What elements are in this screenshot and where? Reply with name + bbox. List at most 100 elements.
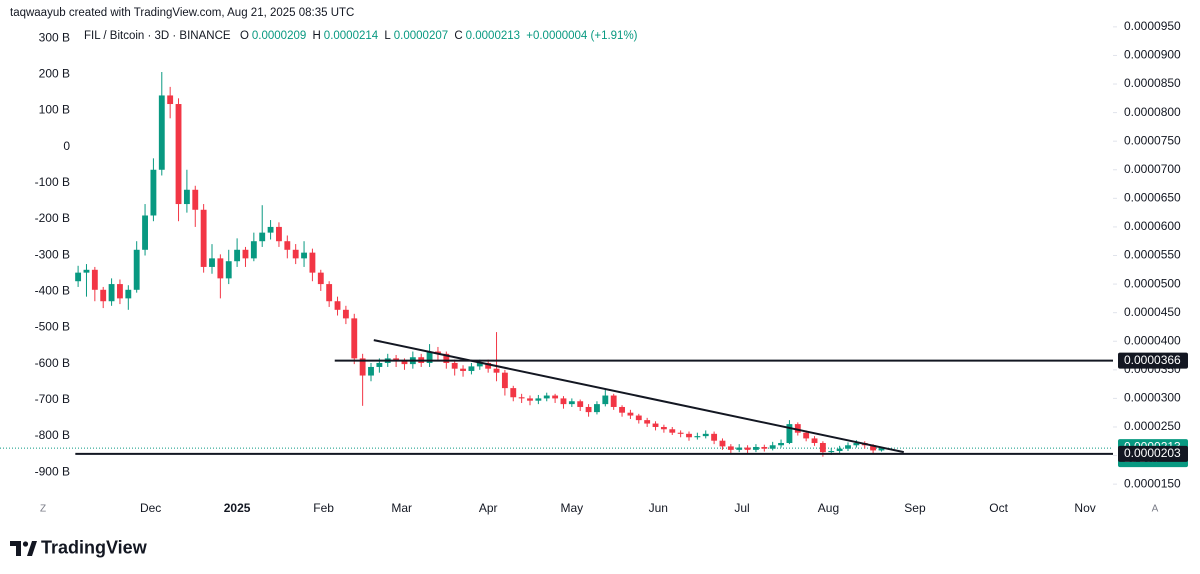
attribution: taqwaayub created with TradingView.com, … xyxy=(10,7,355,19)
x-tick-label: Mar xyxy=(391,501,412,515)
l-label: L xyxy=(384,30,391,42)
line-price-label: 0.0000366 xyxy=(1124,353,1181,367)
logo-mark xyxy=(10,541,21,556)
y-tick-label: 0.0000500 xyxy=(1124,276,1181,290)
logo-dot xyxy=(22,541,29,547)
x-tick-label: Aug xyxy=(818,501,839,515)
candle-body xyxy=(292,249,299,259)
candle-body xyxy=(242,249,249,259)
scale-mode: Z xyxy=(40,504,46,515)
trend-line xyxy=(373,339,904,454)
candle-body xyxy=(183,189,190,205)
candle-body xyxy=(259,232,266,242)
y-tick-label: 0.0000150 xyxy=(1124,476,1181,490)
candle-body xyxy=(753,446,759,450)
x-tick-label: Jul xyxy=(734,501,749,515)
candle-body xyxy=(368,366,374,376)
candle-body xyxy=(234,249,241,262)
candle-body xyxy=(91,269,98,290)
candle-body xyxy=(568,401,575,405)
y2-tick-label: -700 B xyxy=(35,392,70,406)
y-tick-label: 0.0000650 xyxy=(1124,191,1181,205)
candle-body xyxy=(644,420,651,424)
y2-tick-label: -100 B xyxy=(35,175,70,189)
candle-body xyxy=(100,289,107,302)
candle-body xyxy=(284,241,291,250)
scale-mode: A xyxy=(1152,504,1159,515)
y-tick-label: 0.0000400 xyxy=(1124,333,1181,347)
candle-body xyxy=(803,432,810,439)
candle-body xyxy=(727,446,734,450)
candle-body xyxy=(853,442,860,446)
candle-body xyxy=(317,272,324,285)
candle-body xyxy=(276,226,282,242)
y2-tick-label: -300 B xyxy=(35,247,70,261)
candle-body xyxy=(594,404,600,413)
candle-body xyxy=(501,372,508,389)
candle-body xyxy=(225,261,232,279)
candle-body xyxy=(175,104,182,205)
candle-body xyxy=(443,353,450,363)
candle-body xyxy=(769,445,776,449)
candle-body xyxy=(543,395,550,399)
candle-body xyxy=(200,209,207,267)
y-tick-label: 0.0000550 xyxy=(1124,248,1181,262)
candle-body xyxy=(652,423,659,427)
y-tick-label: 0.0000950 xyxy=(1124,19,1181,33)
y2-tick-label: -800 B xyxy=(35,428,70,442)
line-price-label-box xyxy=(1118,352,1188,369)
legend: FIL / Bitcoin · 3D · BINANCE O 0.0000209 … xyxy=(84,30,641,42)
candle-body xyxy=(217,258,224,279)
y-tick-label: 0.0000450 xyxy=(1124,305,1181,319)
candle-body xyxy=(359,358,366,376)
candle-body xyxy=(426,351,433,363)
candle-body xyxy=(510,388,517,398)
l-value: 0.0000207 xyxy=(393,30,449,42)
x-tick-label: 2025 xyxy=(224,501,251,515)
x-tick-label: Dec xyxy=(140,501,161,515)
candle-body xyxy=(133,249,140,290)
candle-body xyxy=(669,429,676,433)
y2-tick-label: -200 B xyxy=(35,211,70,225)
brand-logo: TradingView xyxy=(10,537,148,557)
candle-body xyxy=(342,309,349,319)
y-tick-label: 0.0000900 xyxy=(1124,48,1181,62)
candle-body xyxy=(828,450,835,453)
candle-body xyxy=(209,258,215,267)
candle-body xyxy=(485,362,492,369)
candle-body xyxy=(761,446,768,449)
candle-body xyxy=(75,272,82,282)
candle-body xyxy=(786,424,793,443)
candle-body xyxy=(836,448,843,451)
candle-body xyxy=(401,361,408,365)
x-tick-label: Sep xyxy=(904,501,926,515)
y2-tick-label: 100 B xyxy=(39,103,70,117)
candle-body xyxy=(602,395,609,405)
y2-tick-label: 0 xyxy=(63,139,70,153)
candle-body xyxy=(460,368,466,371)
y-tick-label: 0.0000300 xyxy=(1124,391,1181,405)
candle-body xyxy=(150,169,157,216)
candle-body xyxy=(870,445,877,451)
candle-body xyxy=(819,442,826,453)
candle-body xyxy=(351,318,358,359)
y2-tick-label: 200 B xyxy=(39,66,70,80)
x-tick-label: Nov xyxy=(1074,501,1095,515)
candle-body xyxy=(334,301,341,310)
y-tick-label: 0.0000750 xyxy=(1124,133,1181,147)
candle-body xyxy=(376,362,383,367)
y-tick-label: 0.0000600 xyxy=(1124,219,1181,233)
x-tick-label: Apr xyxy=(479,501,498,515)
candle-body xyxy=(125,289,132,299)
candle-body xyxy=(518,397,525,399)
candle-body xyxy=(267,226,274,233)
candle-body xyxy=(635,415,642,421)
x-tick-label: Jun xyxy=(649,501,668,515)
y-tick-label: 0.0000800 xyxy=(1124,105,1181,119)
brand: TradingView xyxy=(41,537,148,557)
candle-body xyxy=(619,406,625,413)
x-tick-label: Oct xyxy=(989,501,1008,515)
candle-body xyxy=(811,438,818,443)
